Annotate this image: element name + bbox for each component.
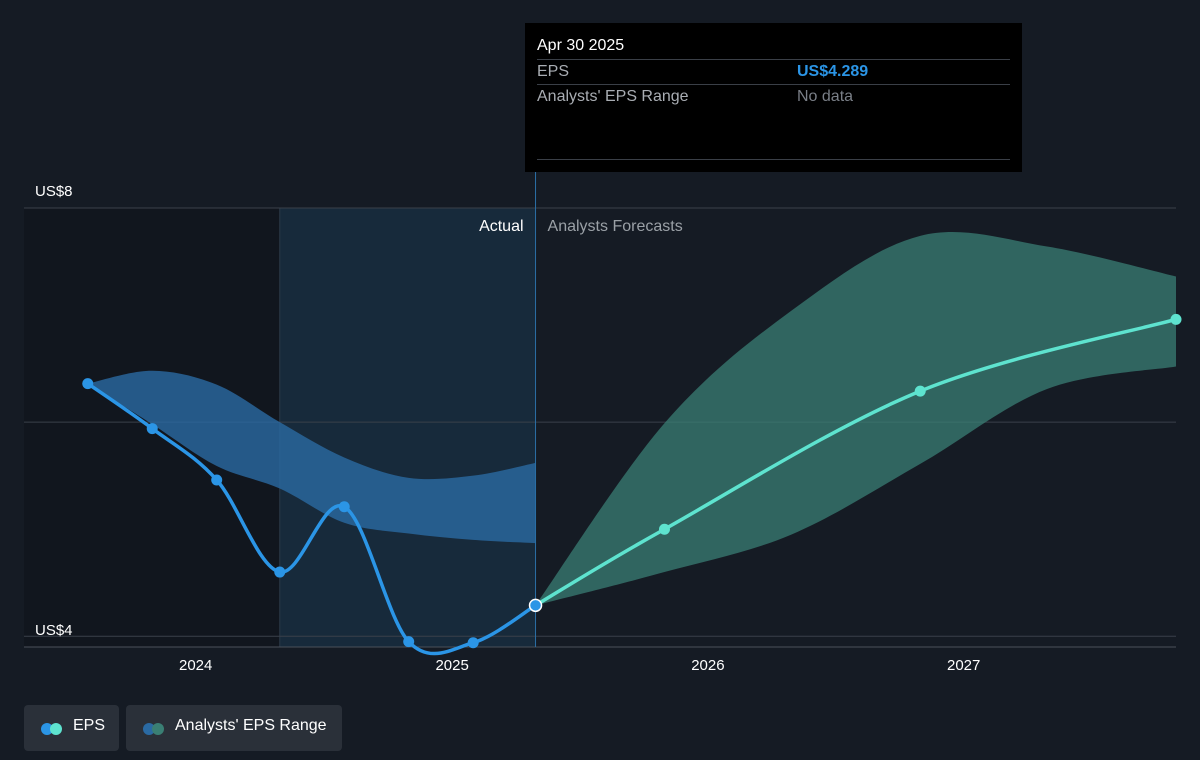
- legend-label-eps: EPS: [73, 717, 106, 734]
- eps-line-forecast: [533, 317, 1178, 608]
- tooltip-eps-label: EPS: [537, 63, 570, 80]
- eps-point-forecast-2: [914, 385, 926, 397]
- eps-point-actual-1: [146, 423, 158, 435]
- tooltip-row-eps: EPS US$4.289: [537, 59, 1010, 84]
- eps-point-actual-4: [338, 501, 350, 513]
- eps-point-actual-3: [274, 566, 286, 578]
- tooltip-date: Apr 30 2025: [537, 37, 625, 54]
- highlight-region: [279, 208, 536, 647]
- range-band-actual: [87, 370, 536, 544]
- eps-point-current: [528, 598, 543, 613]
- legend-item-range[interactable]: Analysts' EPS Range: [126, 705, 342, 751]
- eps-point-actual-5: [403, 636, 415, 648]
- eps-legend-icon: [41, 723, 65, 735]
- tooltip-range-label: Analysts' EPS Range: [537, 88, 689, 105]
- tooltip-row-range: Analysts' EPS Range No data: [537, 84, 1010, 109]
- range-legend-icon: [143, 723, 167, 735]
- x-tick-label-2026: 2026: [691, 657, 724, 674]
- eps-point-actual-6: [467, 637, 479, 649]
- x-tick-label-2024: 2024: [179, 657, 212, 674]
- y-tick-label-top: US$8: [35, 183, 73, 200]
- legend-item-eps[interactable]: EPS: [24, 705, 119, 751]
- y-tick-label-bottom: US$4: [35, 622, 73, 639]
- section-label-actual: Actual: [479, 218, 523, 235]
- eps-point-forecast-1: [658, 523, 670, 535]
- tooltip-divider: [537, 159, 1010, 160]
- legend-label-range: Analysts' EPS Range: [175, 717, 327, 734]
- section-label-forecast: Analysts Forecasts: [548, 218, 683, 235]
- eps-line-actual: [86, 381, 538, 656]
- hover-tooltip: Apr 30 2025 EPS US$4.289 Analysts' EPS R…: [525, 23, 1022, 172]
- x-tick-label-2025: 2025: [435, 657, 468, 674]
- eps-point-forecast-3: [1170, 313, 1182, 325]
- tooltip-eps-value: US$4.289: [797, 63, 869, 80]
- x-tick-label-2027: 2027: [947, 657, 980, 674]
- eps-point-actual-0: [82, 378, 94, 390]
- eps-point-actual-2: [211, 474, 223, 486]
- tooltip-range-value: No data: [797, 88, 854, 105]
